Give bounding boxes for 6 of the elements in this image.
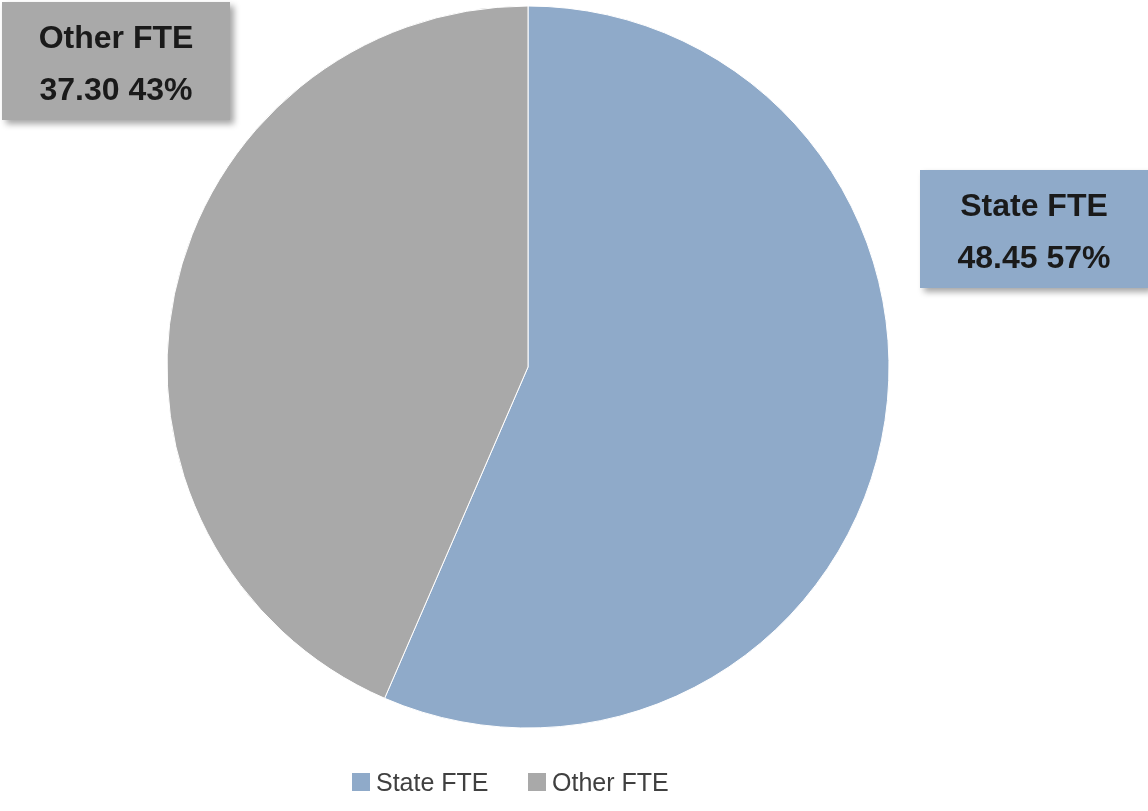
slice-label: Other FTE — [38, 19, 194, 55]
slice-label: State FTE — [960, 187, 1108, 223]
data-label: 37.30 43% — [39, 71, 193, 107]
data-label: 48.45 57% — [957, 239, 1111, 275]
legend-label: Other FTE — [552, 768, 669, 796]
legend-label: State FTE — [376, 768, 489, 796]
